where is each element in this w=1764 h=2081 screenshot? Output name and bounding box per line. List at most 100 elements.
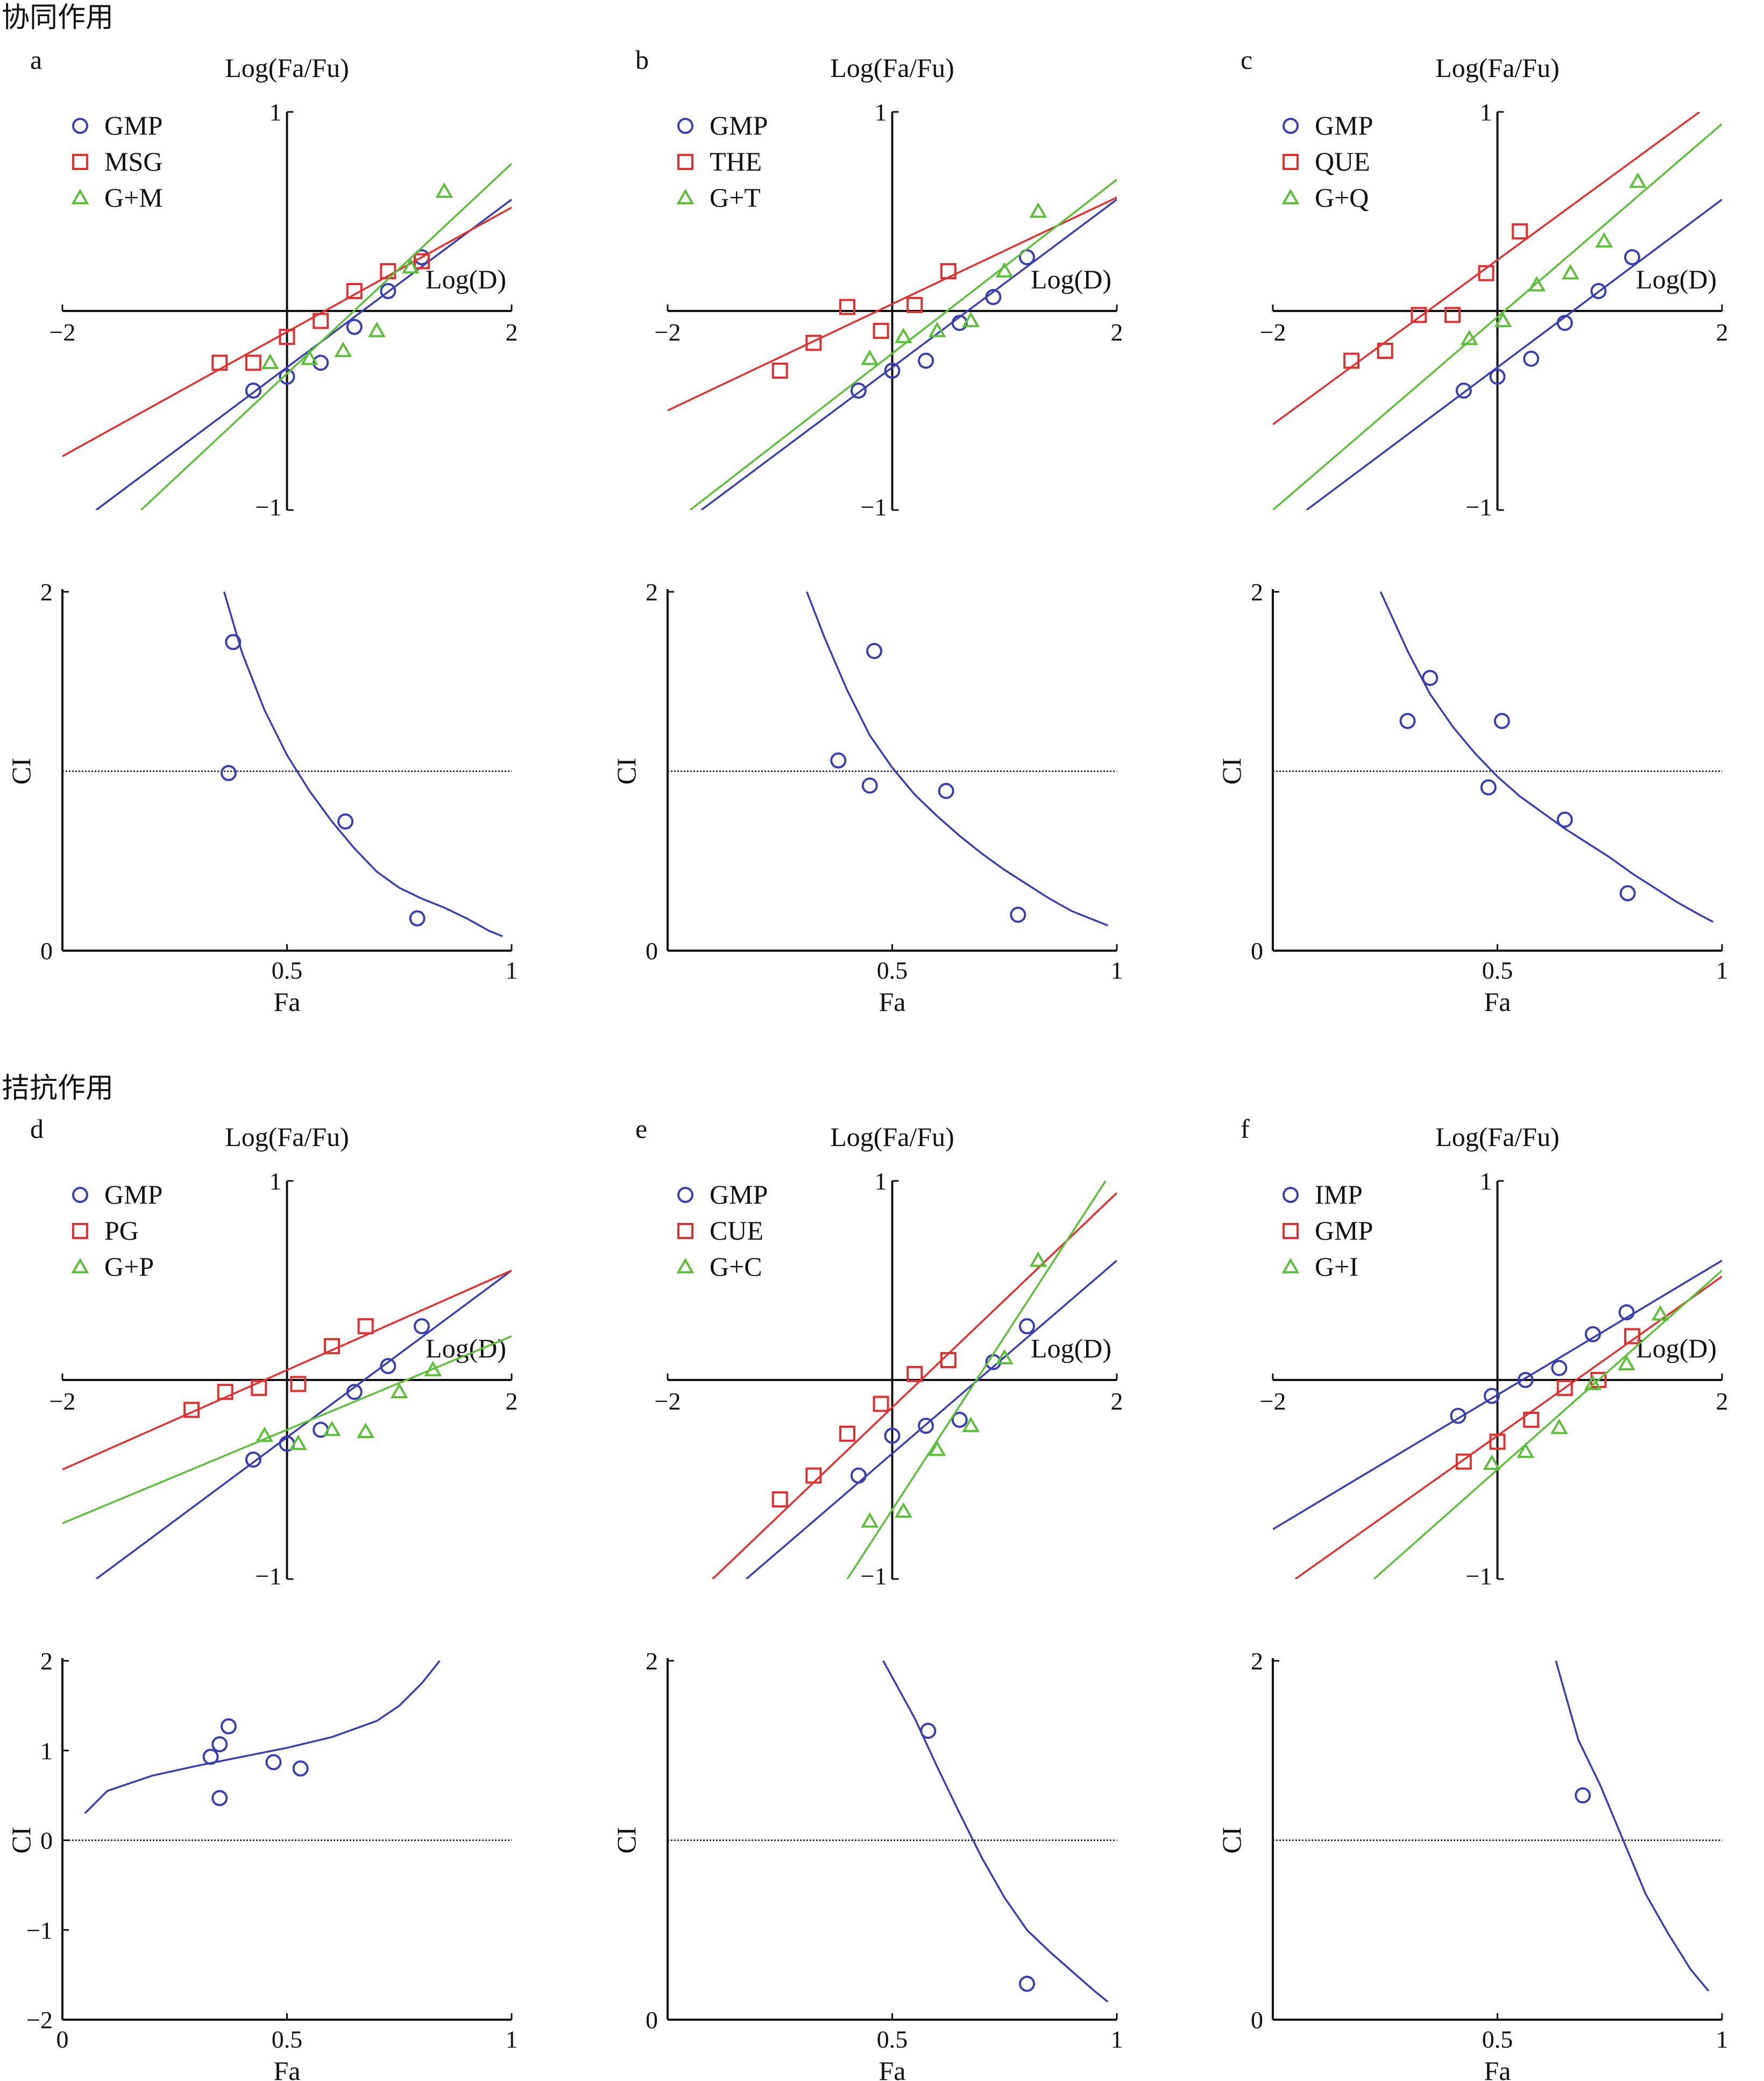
x-axis-title: Log(D)	[1636, 1333, 1717, 1363]
data-point	[1460, 329, 1478, 345]
x-axis-title: Fa	[1484, 987, 1511, 1017]
data-point	[1493, 713, 1510, 730]
data-point	[873, 323, 889, 339]
panel-label-b: b	[635, 45, 649, 75]
legend-label: GMP	[1315, 110, 1373, 140]
fit-line	[1273, 112, 1701, 426]
fit-line	[1273, 123, 1722, 510]
data-point	[380, 1358, 396, 1375]
data-point	[1556, 811, 1573, 828]
data-point	[918, 1418, 934, 1434]
data-point	[850, 1467, 867, 1484]
series-the: THE	[668, 146, 1117, 412]
fit-line	[62, 1269, 512, 1471]
legend-label: GMP	[1315, 1215, 1373, 1245]
data-point	[1619, 885, 1636, 902]
panels-group: −2 2 −1 1 Log(Fa/Fu) Log(D) a GMP MSG G+M −2 2 −1 1 Lo…	[6, 45, 1728, 2081]
data-point	[1624, 249, 1640, 266]
fit-line	[1373, 1270, 1722, 1579]
legend-marker	[72, 118, 88, 134]
median-effect-panel-e: −2 2 −1 1 Log(Fa/Fu) Log(D) e GMP CUE G+C	[635, 1114, 1123, 1590]
x-tick-label: 2	[1716, 1388, 1728, 1415]
series-g-plus-t: G+T	[676, 179, 1117, 510]
x-tick-label: −2	[49, 318, 76, 346]
data-point	[313, 355, 329, 371]
panel-label-d: d	[30, 1114, 44, 1144]
data-point	[1422, 670, 1439, 686]
x-tick-label: 1	[506, 957, 518, 984]
data-point	[1590, 283, 1607, 299]
legend-label: PG	[104, 1215, 139, 1245]
y-tick-label: 1	[270, 98, 282, 126]
data-point	[951, 1412, 968, 1428]
data-point	[962, 312, 980, 328]
legend-marker	[71, 1257, 89, 1273]
fit-line	[95, 1270, 512, 1579]
legend-label: G+T	[710, 182, 761, 213]
data-point	[183, 1402, 200, 1418]
data-point	[346, 318, 363, 335]
data-point	[390, 1383, 408, 1398]
data-point	[409, 910, 426, 926]
ci-panel-a: 0.5 1 0 2 Fa CI	[6, 578, 518, 1017]
x-tick-label: 1	[506, 2026, 518, 2053]
data-point	[830, 752, 847, 769]
y-tick-label: 1	[40, 1737, 53, 1765]
data-point	[290, 1376, 307, 1392]
x-tick-label: 1	[1716, 2026, 1728, 2053]
legend-label: GMP	[710, 110, 768, 140]
fit-line	[140, 162, 512, 510]
data-point	[1343, 352, 1360, 369]
y-axis-title: Log(Fa/Fu)	[225, 53, 349, 83]
series-g-plus-q: G+Q	[1273, 123, 1722, 510]
data-point	[245, 1452, 261, 1468]
x-tick-label: 0.5	[1482, 957, 1513, 984]
data-point	[1029, 202, 1047, 218]
x-axis-title: Fa	[274, 2056, 301, 2081]
data-point	[1489, 369, 1506, 385]
y-tick-label: 2	[646, 578, 658, 606]
legend-label: G+Q	[1315, 182, 1369, 213]
legend-label: G+P	[104, 1251, 154, 1282]
x-axis-title: Log(D)	[426, 264, 506, 294]
x-axis-title: Fa	[879, 987, 906, 1017]
data-point	[1478, 265, 1494, 281]
data-point	[414, 253, 430, 270]
y-tick-label: 2	[40, 1647, 53, 1675]
antagonism-section-title: 拮抗作用	[2, 1073, 114, 1104]
data-point	[424, 1361, 442, 1377]
series-imp: IMP	[1273, 1179, 1722, 1531]
data-point	[1019, 1318, 1035, 1335]
data-point	[1517, 1442, 1535, 1458]
data-point	[1584, 1375, 1602, 1391]
legend-marker	[71, 188, 89, 204]
x-tick-label: −2	[655, 1388, 681, 1415]
panel-label-a: a	[30, 45, 42, 75]
y-tick-label: 1	[875, 98, 887, 126]
data-point	[1399, 713, 1416, 730]
ci-fit-curve	[806, 591, 1108, 926]
legend-label: CUE	[710, 1215, 763, 1245]
panel-label-f: f	[1241, 1114, 1250, 1144]
y-tick-label: −1	[256, 1562, 282, 1590]
series-gmp: GMP	[72, 1179, 512, 1579]
y-tick-label: 2	[40, 578, 53, 606]
legend-marker	[676, 1257, 695, 1273]
data-point	[1480, 779, 1497, 796]
data-point	[279, 369, 295, 385]
data-point	[346, 283, 363, 299]
fit-line	[62, 207, 512, 457]
fit-line	[689, 179, 1117, 510]
y-axis-title: CI	[6, 1827, 36, 1854]
legend-marker	[677, 118, 693, 134]
data-point	[292, 1760, 309, 1777]
data-point	[894, 328, 912, 343]
y-axis-title: Log(Fa/Fu)	[830, 1122, 954, 1152]
x-tick-label: 0.5	[1482, 2026, 1513, 2053]
y-tick-label: 1	[270, 1167, 282, 1195]
series-msg: MSG	[62, 146, 512, 457]
data-point	[357, 1318, 374, 1335]
y-tick-label: 2	[646, 1647, 658, 1675]
data-point	[289, 1434, 307, 1450]
data-point	[1450, 1407, 1467, 1424]
